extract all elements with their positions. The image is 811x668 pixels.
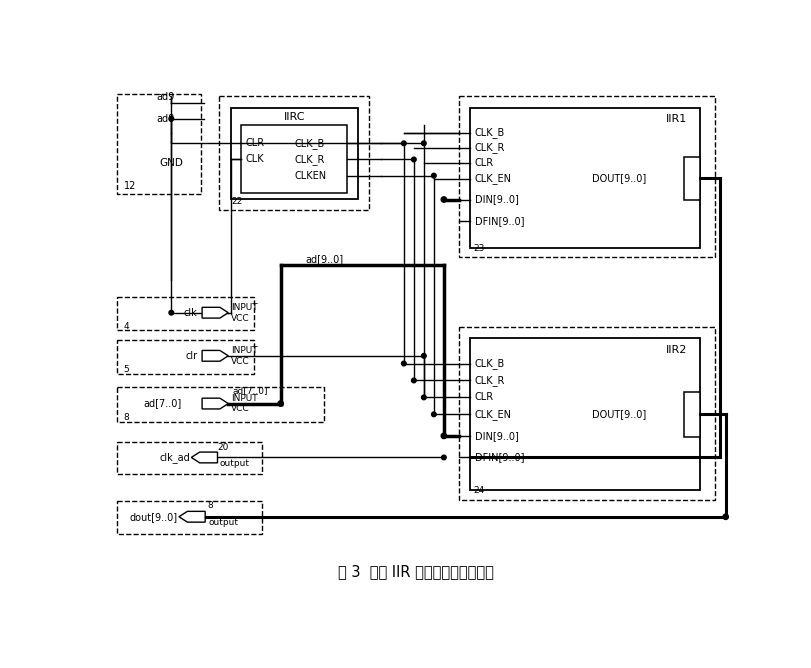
- Circle shape: [169, 116, 174, 121]
- Polygon shape: [202, 351, 228, 361]
- Text: output: output: [208, 518, 238, 528]
- Text: CLK_R: CLK_R: [474, 142, 504, 154]
- Text: CLKEN: CLKEN: [294, 170, 326, 180]
- Text: IIR1: IIR1: [665, 114, 686, 124]
- Polygon shape: [178, 512, 205, 522]
- Text: CLK_B: CLK_B: [474, 358, 504, 369]
- Text: DOUT[9..0]: DOUT[9..0]: [592, 173, 646, 183]
- Circle shape: [401, 361, 406, 366]
- Text: DIN[9..0]: DIN[9..0]: [474, 194, 518, 204]
- Text: CLK_B: CLK_B: [294, 138, 324, 149]
- Text: 24: 24: [473, 486, 484, 495]
- Text: 8: 8: [208, 502, 213, 510]
- Text: VCC: VCC: [231, 313, 250, 323]
- Bar: [219, 96, 369, 210]
- Bar: [118, 339, 254, 373]
- Text: INPUT: INPUT: [231, 393, 258, 403]
- Bar: [684, 392, 698, 437]
- Text: ad8: ad8: [156, 114, 174, 124]
- Circle shape: [421, 141, 426, 146]
- Bar: [684, 157, 698, 200]
- Text: DOUT[9..0]: DOUT[9..0]: [592, 409, 646, 420]
- Bar: [459, 327, 714, 500]
- Bar: [240, 125, 346, 192]
- Text: CLK_EN: CLK_EN: [474, 173, 511, 184]
- Bar: [118, 94, 200, 194]
- Text: CLK_R: CLK_R: [474, 375, 504, 386]
- Bar: [230, 108, 357, 199]
- Bar: [118, 387, 324, 422]
- Text: clr: clr: [185, 351, 197, 361]
- Text: ad[9..0]: ad[9..0]: [305, 254, 343, 264]
- Bar: [118, 500, 262, 534]
- Text: VCC: VCC: [231, 404, 250, 413]
- Text: 图 3  四阶 IIR 滤波器的顶层原理图: 图 3 四阶 IIR 滤波器的顶层原理图: [338, 564, 493, 579]
- Text: DFIN[9..0]: DFIN[9..0]: [474, 216, 524, 226]
- Text: 12: 12: [123, 182, 135, 192]
- Circle shape: [722, 514, 727, 520]
- Text: ad[7..0]: ad[7..0]: [144, 399, 182, 409]
- Text: 22: 22: [231, 196, 242, 206]
- Text: CLK: CLK: [245, 154, 264, 164]
- Text: 23: 23: [473, 244, 484, 253]
- Text: IIRC: IIRC: [283, 112, 305, 122]
- Circle shape: [421, 353, 426, 358]
- Text: INPUT: INPUT: [231, 346, 258, 355]
- Text: 4: 4: [123, 322, 129, 331]
- Circle shape: [401, 141, 406, 146]
- Text: CLK_EN: CLK_EN: [474, 409, 511, 420]
- Text: ad[7..0]: ad[7..0]: [233, 386, 268, 395]
- Text: DFIN[9..0]: DFIN[9..0]: [474, 452, 524, 462]
- Polygon shape: [191, 452, 217, 463]
- Text: output: output: [219, 459, 249, 468]
- Text: ad9: ad9: [156, 92, 174, 102]
- Text: CLR: CLR: [474, 392, 493, 402]
- Bar: [470, 338, 698, 490]
- Text: 20: 20: [217, 443, 229, 452]
- Circle shape: [411, 378, 415, 383]
- Polygon shape: [202, 398, 228, 409]
- Text: clk: clk: [183, 308, 197, 318]
- Circle shape: [441, 455, 445, 460]
- Text: 8: 8: [123, 413, 129, 422]
- Text: dout[9..0]: dout[9..0]: [129, 512, 178, 522]
- Bar: [118, 297, 254, 331]
- Circle shape: [169, 311, 174, 315]
- Text: IIR2: IIR2: [665, 345, 686, 355]
- Circle shape: [421, 395, 426, 399]
- Text: 5: 5: [123, 365, 129, 374]
- Text: INPUT: INPUT: [231, 303, 258, 312]
- Circle shape: [411, 157, 415, 162]
- Text: CLR: CLR: [474, 158, 493, 168]
- Text: DIN[9..0]: DIN[9..0]: [474, 431, 518, 441]
- Circle shape: [440, 197, 446, 202]
- Circle shape: [431, 412, 436, 417]
- Bar: [118, 442, 262, 474]
- Text: CLK_B: CLK_B: [474, 127, 504, 138]
- Text: VCC: VCC: [231, 357, 250, 365]
- Polygon shape: [202, 307, 228, 318]
- Circle shape: [277, 401, 283, 406]
- Text: CLR: CLR: [245, 138, 264, 148]
- Text: CLK_R: CLK_R: [294, 154, 324, 165]
- Text: GND: GND: [159, 158, 183, 168]
- Bar: [459, 96, 714, 257]
- Circle shape: [440, 434, 446, 439]
- Text: clk_ad: clk_ad: [159, 452, 190, 463]
- Bar: [470, 108, 698, 248]
- Circle shape: [431, 173, 436, 178]
